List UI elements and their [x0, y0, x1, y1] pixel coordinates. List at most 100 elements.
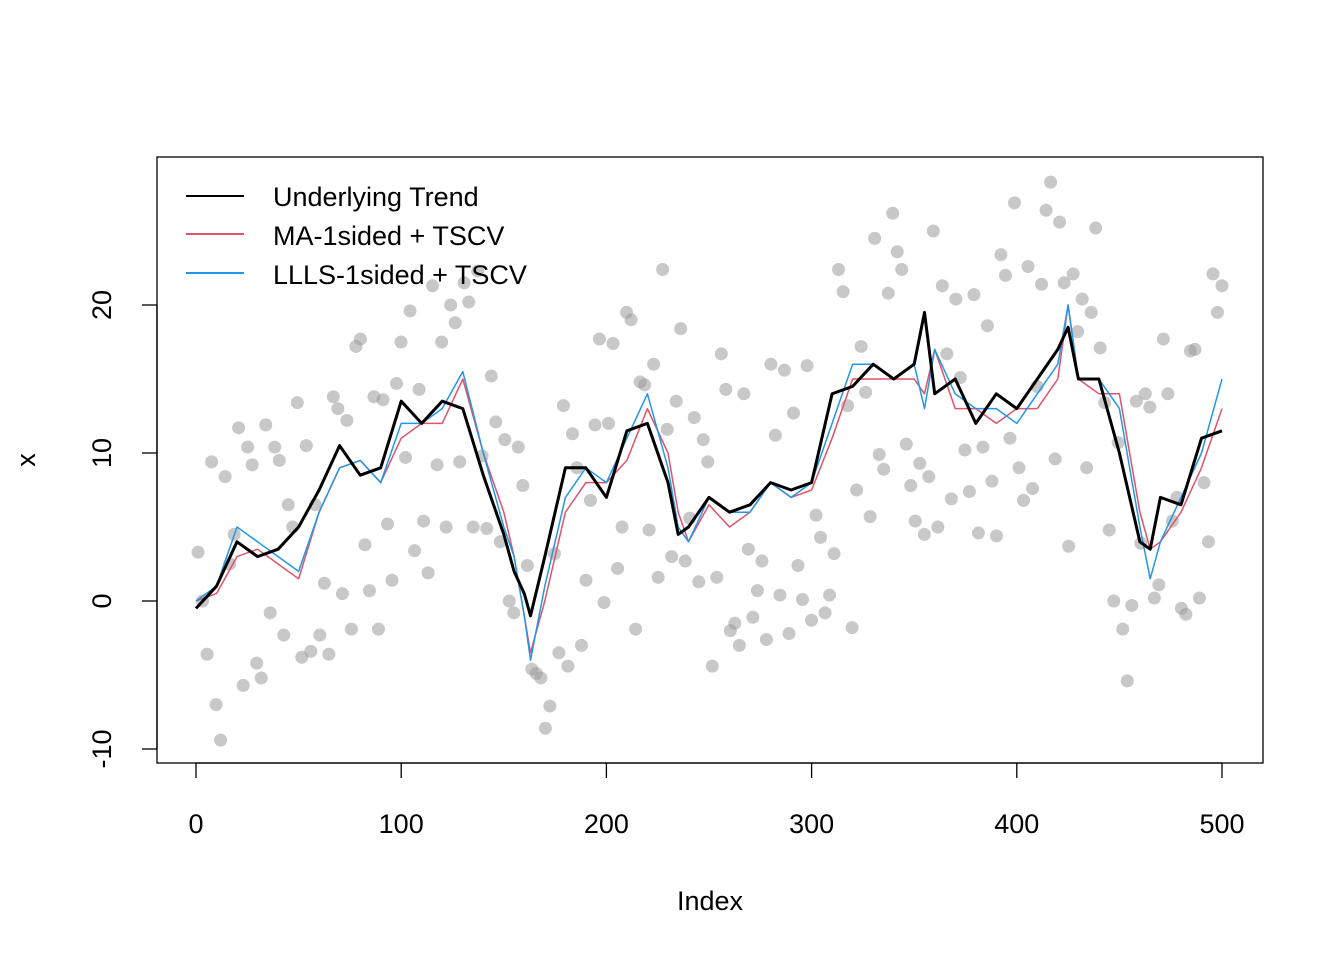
observation-point [913, 456, 927, 470]
observation-point [642, 523, 656, 537]
observation-point [1084, 305, 1098, 319]
observation-point [814, 530, 828, 544]
observation-point [268, 440, 282, 454]
observation-point [1035, 277, 1049, 291]
observation-point [674, 322, 688, 336]
observation-point [259, 418, 273, 432]
x-tick-label: 200 [584, 809, 629, 839]
observation-point [732, 638, 746, 652]
observation-point [502, 594, 516, 608]
observation-point [687, 410, 701, 424]
observation-point [597, 595, 611, 609]
observation-point [1192, 591, 1206, 605]
observation-point [466, 520, 480, 534]
observation-point [430, 458, 444, 472]
observation-point [935, 279, 949, 293]
observation-point [457, 276, 471, 290]
observation-point [435, 335, 449, 349]
observation-point [859, 385, 873, 399]
observation-point [1057, 276, 1071, 290]
observation-point [1147, 591, 1161, 605]
observation-point [1053, 215, 1067, 229]
observation-point [381, 517, 395, 531]
observation-point [1044, 175, 1058, 189]
observation-point [214, 733, 228, 747]
observation-point [574, 638, 588, 652]
observation-point [516, 479, 530, 493]
observation-point [511, 440, 525, 454]
observation-point [371, 622, 385, 636]
legend-label-ma: MA-1sided + TSCV [273, 221, 504, 251]
observation-point [877, 462, 891, 476]
observation-point [1179, 607, 1193, 621]
observation-point [890, 245, 904, 259]
observation-point [737, 387, 751, 401]
observation-point [800, 359, 814, 373]
observation-point [417, 514, 431, 528]
observation-point [1201, 535, 1215, 549]
observation-point [565, 427, 579, 441]
observation-point [498, 433, 512, 447]
observation-point [444, 298, 458, 312]
observation-point [1021, 260, 1035, 274]
observation-point [353, 332, 367, 346]
y-tick-label: 0 [87, 593, 117, 608]
observation-point [1143, 400, 1157, 414]
observation-point [705, 659, 719, 673]
observation-point [989, 529, 1003, 543]
observation-point [1093, 341, 1107, 355]
observation-point [773, 588, 787, 602]
observation-point [985, 474, 999, 488]
observation-point [678, 554, 692, 568]
observation-point [940, 347, 954, 361]
llls-1sided-line [195, 304, 1223, 661]
observation-point [453, 455, 467, 469]
observation-point [579, 573, 593, 587]
observation-point [421, 566, 435, 580]
x-tick-label: 100 [379, 809, 424, 839]
observation-point [390, 376, 404, 390]
x-axis: 0 100 200 300 400 500 [188, 762, 1245, 839]
observation-point [1188, 342, 1202, 356]
observation-point [850, 483, 864, 497]
observation-point [863, 510, 877, 524]
observation-point [782, 627, 796, 641]
x-tick-label: 400 [994, 809, 1039, 839]
observation-point [651, 570, 665, 584]
observation-point [1107, 594, 1121, 608]
observation-point [624, 313, 638, 327]
observation-point [696, 433, 710, 447]
observation-point [1215, 279, 1229, 293]
observation-point [908, 514, 922, 528]
x-axis-label: Index [677, 886, 744, 916]
trend-line [194, 310, 1223, 618]
y-tick-label: 10 [87, 438, 117, 468]
observation-point [872, 447, 886, 461]
observation-point [277, 628, 291, 642]
observation-point [232, 421, 246, 435]
legend-label-trend: Underlying Trend [273, 182, 479, 212]
observation-point [272, 453, 286, 467]
observation-point [245, 458, 259, 472]
observation-point [538, 721, 552, 735]
observation-point [462, 295, 476, 309]
observation-point [854, 339, 868, 353]
observation-point [191, 545, 205, 559]
legend: Underlying Trend MA-1sided + TSCV LLLS-1… [186, 182, 527, 290]
observation-point [750, 584, 764, 598]
observation-point [606, 336, 620, 350]
observation-point [1152, 578, 1166, 592]
y-tick-label: 20 [87, 290, 117, 320]
observation-point [489, 415, 503, 429]
observation-point [362, 584, 376, 598]
observation-point [795, 593, 809, 607]
observation-point [471, 264, 485, 278]
observation-point [299, 439, 313, 453]
observation-point [692, 575, 706, 589]
observation-point [1066, 267, 1080, 281]
observation-point [358, 538, 372, 552]
observation-point [719, 382, 733, 396]
observation-point [926, 224, 940, 238]
observation-point [326, 390, 340, 404]
